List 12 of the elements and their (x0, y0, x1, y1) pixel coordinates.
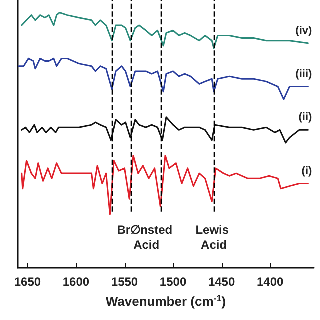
x-tick-label: 1450 (208, 275, 236, 289)
x-tick-label: 1400 (256, 275, 284, 289)
x-tick-label: 1600 (62, 275, 90, 289)
x-tick-label: 1550 (111, 275, 138, 289)
annotation: Br∅nsted Acid (117, 222, 176, 252)
series-label: (ii) (298, 112, 312, 124)
x-tick-label: 1500 (160, 275, 187, 289)
series-label: (i) (302, 165, 313, 178)
series-label: (iv) (296, 24, 313, 37)
annotation: Lewis Acid (196, 222, 232, 252)
x-tick-label: 1650 (14, 275, 42, 289)
series-label: (iii) (296, 68, 313, 80)
